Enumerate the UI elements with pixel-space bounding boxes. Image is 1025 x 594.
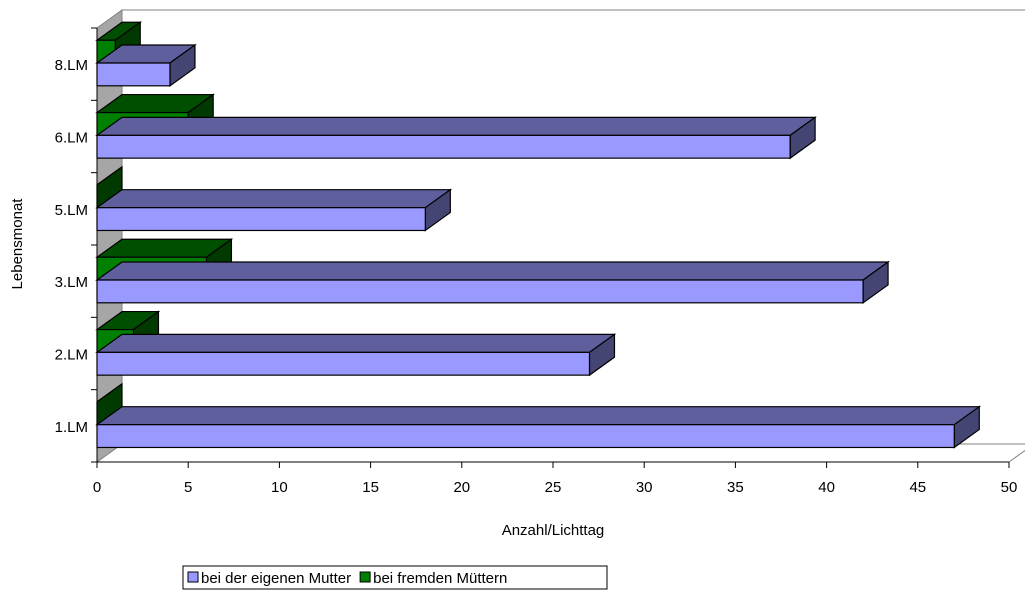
x-axis-title: Anzahl/Lichttag [502, 522, 605, 539]
x-tick-label: 25 [545, 479, 562, 496]
legend-label: bei fremden Müttern [373, 570, 507, 587]
bar-front-face [96, 207, 426, 232]
bar-bei-der-eigenen-Mutter [95, 260, 890, 304]
bar-top-face [95, 333, 617, 353]
chart-axes [91, 27, 1010, 468]
y-tick-labels: 8.LM 6.LM 5.LM 3.LM 2.LM 1.LM [55, 57, 88, 436]
x-tick-label: 0 [93, 479, 101, 496]
bar-top-face [95, 116, 817, 136]
bar-bei-der-eigenen-Mutter [95, 116, 817, 160]
chart-walls [95, 9, 1025, 463]
y-tick-label: 5.LM [55, 202, 88, 219]
x-tick-label: 20 [453, 479, 470, 496]
legend-box [182, 565, 608, 590]
x-tick-label: 5 [184, 479, 192, 496]
x-tick-label: 50 [1001, 479, 1018, 496]
y-tick-label: 3.LM [55, 274, 88, 291]
bar-front-face [96, 351, 591, 376]
y-tick-label: 6.LM [55, 130, 88, 147]
y-axis-title: Lebensmonat [9, 198, 26, 290]
y-tick-label: 1.LM [55, 419, 88, 436]
chart-bars [95, 21, 982, 449]
bar-bei-der-eigenen-Mutter [95, 405, 982, 449]
y-tick-label: 2.LM [55, 347, 88, 364]
x-tick-label: 45 [909, 479, 926, 496]
bar-front-face [96, 279, 864, 304]
bar-front-face [96, 62, 171, 87]
legend-label: bei der eigenen Mutter [201, 570, 351, 587]
bar-front-face [96, 424, 955, 449]
x-tick-label: 30 [636, 479, 653, 496]
bar-bei-der-eigenen-Mutter [95, 333, 617, 377]
legend-swatch [359, 571, 371, 583]
x-tick-labels: 0 5 10 15 20 25 30 35 40 45 50 [93, 479, 1018, 496]
bar-top-face [95, 406, 982, 426]
bar-bei-der-eigenen-Mutter [95, 43, 197, 87]
bar-top-face [95, 189, 453, 209]
legend-swatch [187, 571, 199, 583]
bar-bei-der-eigenen-Mutter [95, 188, 453, 232]
bar-top-face [95, 261, 890, 281]
x-tick-label: 35 [727, 479, 744, 496]
y-tick-label: 8.LM [55, 57, 88, 74]
bar-front-face [96, 134, 791, 159]
legend: bei der eigenen Mutter bei fremden Mütter… [182, 565, 608, 590]
x-tick-label: 40 [818, 479, 835, 496]
x-tick-label: 15 [362, 479, 379, 496]
x-tick-label: 10 [271, 479, 288, 496]
